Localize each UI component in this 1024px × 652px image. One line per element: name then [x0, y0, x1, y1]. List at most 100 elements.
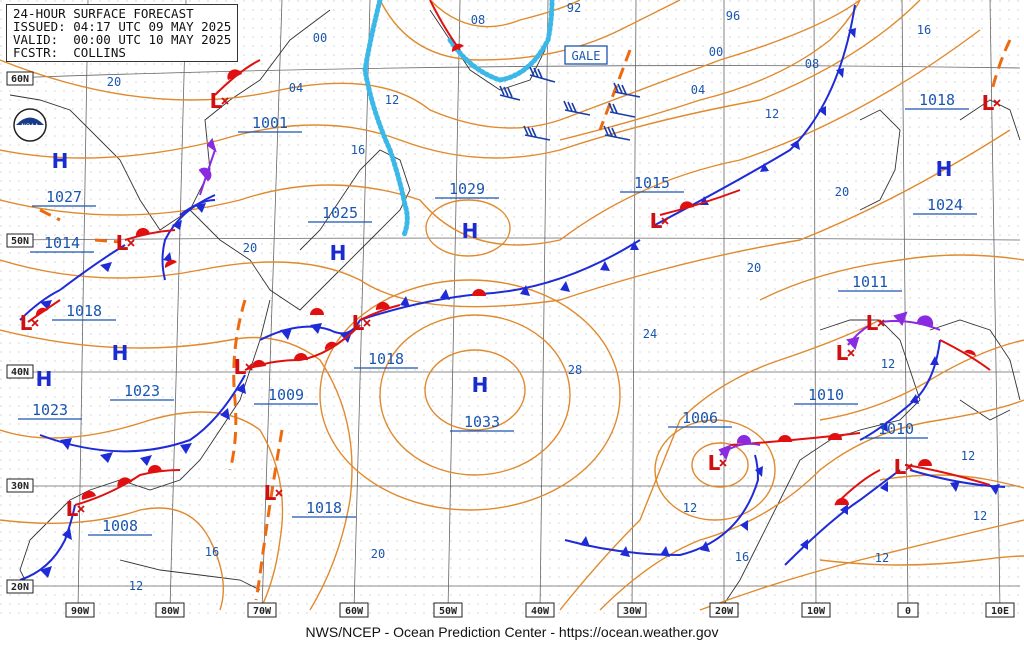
lat-label: 40N [11, 367, 29, 378]
low-symbol: L [982, 91, 995, 115]
occluded-fronts [198, 137, 941, 461]
warm-fronts [27, 0, 991, 506]
pressure-value: 1010 [878, 420, 914, 438]
pressure-value: 1015 [634, 174, 670, 192]
pressure-value: 1023 [124, 382, 160, 400]
low-symbol: L [894, 455, 907, 479]
isobar-label: 12 [129, 579, 143, 593]
low-symbol: L [650, 209, 663, 233]
footer-credit: NWS/NCEP - Ocean Prediction Center - htt… [305, 624, 719, 640]
low-symbol: L [234, 355, 247, 379]
high-symbol: H [36, 367, 53, 391]
isobar-label: 12 [683, 501, 697, 515]
pressure-value: 1029 [449, 180, 485, 198]
isobar-label: 04 [691, 83, 705, 97]
pressure-value: 1025 [322, 204, 358, 222]
lon-label: 50W [439, 606, 458, 617]
low-symbol: L [20, 311, 33, 335]
lat-label: 30N [11, 481, 29, 492]
low-centers: L L L L L L L L L L L L L [20, 89, 995, 521]
low-underlines [30, 108, 969, 536]
isobar-label: 12 [875, 551, 889, 565]
isobar-label: 20 [107, 75, 121, 89]
isobar-label: 08 [471, 13, 485, 27]
wind-barbs [499, 66, 641, 141]
low-symbol: L [210, 89, 223, 113]
low-symbol: L [264, 481, 277, 505]
isobar-label: 92 [567, 1, 581, 15]
header-issued: ISSUED: 04:17 UTC 09 MAY 2025 [13, 19, 232, 34]
troughs [39, 39, 1012, 601]
lon-label: 0 [905, 606, 911, 617]
isobar-label: 16 [205, 545, 219, 559]
isobar-label: 96 [726, 9, 740, 23]
lon-label: 40W [531, 606, 550, 617]
pressure-value: 1018 [368, 350, 404, 368]
pressure-value: 1023 [32, 401, 68, 419]
isobar-label: 12 [765, 107, 779, 121]
high-centers: H H H H H H H [36, 149, 953, 397]
noaa-logo: NOAA [13, 108, 47, 142]
lon-label: 10E [991, 606, 1009, 617]
lat-label: 20N [11, 582, 29, 593]
low-symbol: L [66, 497, 79, 521]
warm-front-bumps [35, 43, 976, 505]
isobar-label: 12 [881, 357, 895, 371]
pressure-value: 1024 [927, 196, 963, 214]
isobar-label: 20 [747, 261, 761, 275]
latitude-labels: 60N 50N 40N 30N 20N [6, 71, 34, 594]
isobar-label: 24 [643, 327, 657, 341]
pressure-value: 1014 [44, 234, 80, 252]
pressure-value: 1027 [46, 188, 82, 206]
low-x-marks [31, 97, 1001, 513]
isobar-label: 00 [313, 31, 327, 45]
high-symbol: H [936, 157, 953, 181]
gale-box: GALE [564, 45, 608, 65]
low-symbol: L [116, 231, 129, 255]
pressure-value: 1006 [682, 409, 718, 427]
pressure-value: 1011 [852, 273, 888, 291]
isobar-label: 12 [961, 449, 975, 463]
header-valid: VALID: 00:00 UTC 10 MAY 2025 [13, 32, 232, 47]
gale-label: GALE [572, 49, 601, 63]
pressure-value: 1010 [808, 386, 844, 404]
isobar-label: 20 [243, 241, 257, 255]
lat-label: 50N [11, 236, 29, 247]
lon-label: 30W [623, 606, 642, 617]
dot-background [0, 0, 1024, 620]
logo-text: NOAA [21, 123, 39, 130]
lon-label: 10W [807, 606, 826, 617]
low-values: 1001 1014 1018 1009 1018 1008 1018 1015 … [44, 91, 955, 535]
high-symbol: H [52, 149, 69, 173]
pressure-value: 1018 [66, 302, 102, 320]
isobar-label: 00 [709, 45, 723, 59]
forecast-header: 24-HOUR SURFACE FORECAST ISSUED: 04:17 UT… [6, 4, 239, 62]
high-underlines [18, 197, 977, 432]
lon-label: 60W [345, 606, 364, 617]
ice-edge [362, 0, 555, 238]
isobar-label: 20 [371, 547, 385, 561]
high-symbol: H [472, 373, 489, 397]
isobar-label: 20 [835, 185, 849, 199]
isobar-labels: 00 04 08 92 96 00 04 08 12 16 12 16 20 2… [107, 1, 987, 593]
isobar-label: 08 [805, 57, 819, 71]
high-symbol: H [112, 341, 129, 365]
high-values: 1027 1025 1029 1033 1024 1023 1023 [32, 180, 963, 431]
pressure-value: 1018 [306, 499, 342, 517]
pressure-value: 1018 [919, 91, 955, 109]
isobar-label: 16 [351, 143, 365, 157]
longitude-labels: 90W 80W 70W 60W 50W 40W 30W 20W 10W 0 10… [65, 602, 1015, 618]
isobar-label: 04 [289, 81, 303, 95]
header-forecaster: FCSTR: COLLINS [13, 45, 126, 60]
pressure-value: 1033 [464, 413, 500, 431]
high-symbol: H [330, 241, 347, 265]
low-symbol: L [836, 341, 849, 365]
lon-label: 90W [71, 606, 90, 617]
pressure-value: 1001 [252, 114, 288, 132]
lon-label: 80W [161, 606, 180, 617]
pressure-value: 1009 [268, 386, 304, 404]
high-symbol: H [462, 219, 479, 243]
pressure-value: 1008 [102, 517, 138, 535]
isobars [0, 0, 1024, 611]
